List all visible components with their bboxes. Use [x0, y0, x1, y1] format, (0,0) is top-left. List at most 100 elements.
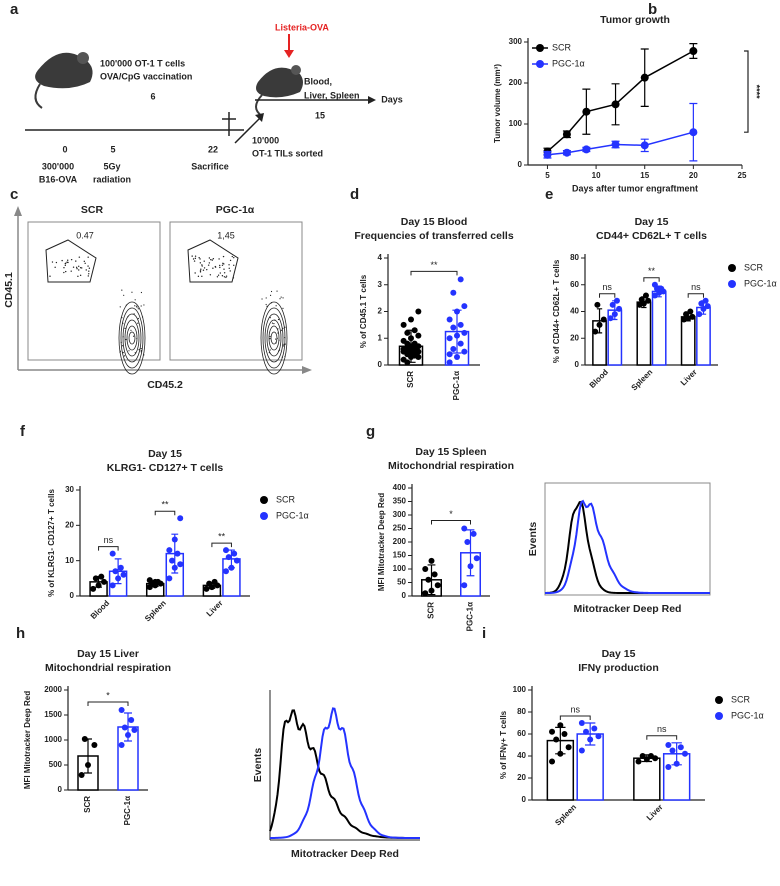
y-tick-label: 20: [570, 333, 579, 342]
error-bar: [114, 558, 122, 585]
y-tick-label: 150: [393, 551, 407, 560]
data-point: [594, 301, 601, 308]
event-dot: [281, 356, 283, 358]
event-dot: [197, 275, 200, 278]
event-dot: [223, 276, 226, 278]
schematic: a Listeria-OVA Blood, Liver, Spleen 100'…: [10, 1, 403, 184]
event-dot: [203, 267, 206, 269]
data-point: [647, 753, 654, 759]
event-dot: [137, 317, 139, 320]
significance-bracket: [410, 270, 458, 276]
event-dot: [138, 349, 140, 351]
event-dot: [269, 349, 271, 351]
y-tick-label: 40: [517, 751, 526, 760]
event-dot: [225, 276, 227, 279]
density-contour: [260, 301, 288, 375]
data-point: [549, 728, 556, 735]
y-tick-label: 0: [378, 360, 383, 369]
y-tick-label: 20: [517, 773, 526, 782]
chart-subtitle: Mitochondrial respiration: [388, 460, 514, 472]
x-tick-label: Liver: [205, 599, 225, 619]
data-point: [128, 717, 135, 723]
data-point: [665, 742, 672, 748]
unit-label: Days: [381, 94, 403, 104]
x-tick-label: PGC-1α: [452, 371, 461, 400]
event-dot: [212, 267, 214, 269]
event-dot: [201, 264, 203, 266]
event-dot: [228, 267, 230, 269]
plot-title: PGC-1α: [216, 204, 255, 216]
event-dot: [143, 354, 145, 356]
data-point: [640, 141, 649, 150]
data-point: [404, 329, 411, 336]
data-point: [461, 582, 468, 589]
y-tick-label: 80: [570, 253, 579, 262]
event-dot: [141, 316, 144, 318]
event-dot: [269, 335, 271, 338]
data-point: [408, 316, 414, 323]
event-dot: [223, 263, 225, 265]
y-tick-label: 0: [522, 795, 527, 804]
event-dot: [140, 305, 142, 307]
y-tick-label: 400: [393, 483, 407, 492]
y-tick-label: 1500: [44, 710, 62, 719]
event-dot: [119, 350, 122, 352]
event-dot: [277, 328, 279, 330]
x-axis-label: CD45.2: [147, 379, 183, 391]
event-dot: [218, 258, 220, 260]
event-dot: [266, 305, 268, 307]
data-point: [582, 145, 591, 154]
event-dot: [269, 317, 271, 319]
significance-bracket: [154, 510, 176, 516]
histogram-curve: [269, 709, 421, 839]
data-point: [90, 585, 97, 592]
event-dot: [223, 268, 225, 270]
event-dot: [276, 290, 278, 292]
event-dot: [283, 343, 285, 346]
event-dot: [130, 329, 132, 331]
event-label: Sacrifice: [191, 161, 229, 171]
event-dot: [132, 335, 135, 337]
event-dot: [203, 260, 205, 262]
density-contour: [128, 331, 136, 345]
data-point: [578, 747, 585, 754]
y-tick-label: 100: [513, 685, 527, 694]
significance-bracket: [599, 293, 616, 298]
data-point: [591, 725, 598, 732]
legend-marker: [536, 44, 544, 52]
significance-label: **: [430, 260, 438, 270]
event-dot: [81, 267, 83, 269]
histogram-y-label: Events: [527, 522, 539, 557]
histogram-frame: [544, 482, 711, 596]
event-dot: [140, 351, 142, 353]
data-point: [400, 337, 407, 344]
event-dot: [284, 326, 286, 328]
significance-bracket: [431, 520, 471, 525]
x-tick-label: Spleen: [143, 598, 168, 623]
event-dot: [75, 266, 78, 269]
y-axis-label: MFI Mitotracker Deep Red: [23, 691, 32, 789]
day-label: 22: [208, 144, 218, 154]
y-tick-label: 200: [509, 78, 523, 87]
data-point: [415, 308, 422, 315]
significance-bracket: [744, 50, 749, 133]
data-point: [131, 727, 138, 733]
data-point: [470, 530, 477, 537]
event-dot: [49, 275, 51, 277]
event-dot: [233, 256, 235, 259]
day-label: 5: [110, 144, 115, 154]
y-tick-label: 1: [378, 333, 383, 342]
data-point: [411, 352, 418, 359]
event-dot: [137, 322, 139, 324]
event-dot: [231, 255, 233, 258]
event-dot: [143, 304, 145, 306]
event-dot: [127, 316, 129, 318]
data-point: [561, 731, 568, 737]
data-point: [464, 539, 471, 545]
significance-bracket: [687, 293, 704, 298]
mouse-icon: [34, 52, 93, 109]
harvest-label: Liver, Spleen: [304, 90, 360, 100]
event-dot: [277, 318, 280, 321]
event-dot: [229, 270, 231, 272]
